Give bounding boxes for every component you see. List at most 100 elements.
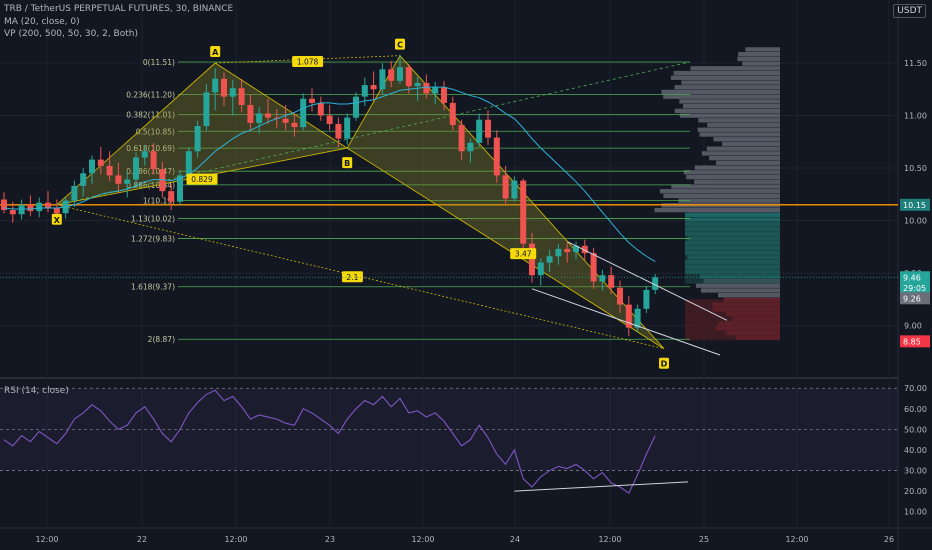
candle-body <box>529 243 535 276</box>
volume-profile-row <box>697 127 780 132</box>
price-axis-label: 10.50 <box>904 164 927 173</box>
rsi-divergence-line <box>514 481 689 492</box>
fib-level-label: 1(10.19) <box>143 197 175 206</box>
fib-level-label: 0.236(11.20) <box>126 91 175 100</box>
volume-profile-row <box>679 99 780 104</box>
candle-body <box>335 123 342 139</box>
candle-body <box>18 204 25 215</box>
volume-profile-row <box>683 170 780 175</box>
ratio-badge <box>186 173 218 185</box>
candle-body <box>520 180 527 244</box>
candle-body <box>370 85 377 90</box>
time-axis-label: 25 <box>699 535 709 544</box>
currency-badge[interactable]: USDT <box>893 4 926 18</box>
price-tag-text: 10.15 <box>903 201 926 210</box>
price-tag <box>900 292 930 305</box>
volume-profile-row <box>695 283 780 288</box>
candle-body <box>379 69 386 90</box>
candle-body <box>555 248 562 257</box>
candle-body <box>326 115 333 124</box>
candle-body <box>291 122 298 128</box>
time-axis-label: 12:00 <box>785 535 808 544</box>
pattern-leg <box>214 62 348 149</box>
ma20-line <box>3 86 656 262</box>
candle-body <box>634 308 641 328</box>
volume-profile-label[interactable]: VP (200, 500, 50, 30, 2, Both) <box>4 29 138 39</box>
volume-profile-row <box>718 293 780 298</box>
candle-body <box>1 199 7 211</box>
candle-body <box>141 151 148 158</box>
candle-body <box>625 304 632 328</box>
candle-body <box>353 96 359 118</box>
volume-profile-row <box>685 212 780 218</box>
price-axis-label: 10.00 <box>904 217 927 226</box>
candle-body <box>449 102 456 125</box>
volume-profile-row <box>679 113 780 118</box>
candle-body <box>265 113 271 118</box>
rsi-title[interactable]: RSI (14, close) <box>4 386 69 396</box>
candle-body <box>212 78 219 93</box>
pattern-point-label: C <box>397 41 403 50</box>
time-axis-label: 23 <box>325 535 335 544</box>
candle-body <box>97 159 104 166</box>
candle-body <box>476 119 483 143</box>
volume-profile-row <box>678 198 780 203</box>
rsi-axis-label: 70.00 <box>904 384 927 393</box>
pattern-point-label: D <box>661 360 668 369</box>
candle-body <box>45 202 51 208</box>
volume-profile-row <box>674 108 780 114</box>
volume-profile-row <box>659 189 780 194</box>
candle-body <box>106 165 113 176</box>
volume-profile-row <box>681 80 780 85</box>
ratio-badge <box>292 55 324 67</box>
fib-level-label: 0.5(10.85) <box>136 127 175 136</box>
pattern-point-label: A <box>212 48 219 57</box>
pattern-point-badge <box>51 213 62 225</box>
price-tag-text: 29:05 <box>903 284 926 293</box>
candle-body <box>405 67 412 87</box>
volume-profile-row <box>707 122 780 128</box>
candle-body <box>590 253 597 282</box>
fib-level-label: 2(8.87) <box>148 335 175 344</box>
pattern-point-label: X <box>54 216 61 225</box>
candle-body <box>89 159 95 174</box>
pattern-point-badge <box>659 357 669 369</box>
rsi-band <box>0 388 898 471</box>
volume-profile-row <box>700 288 780 293</box>
volume-profile-row <box>745 47 780 52</box>
volume-profile-row <box>686 174 780 180</box>
fib-level-label: 0.886(10.34) <box>126 181 175 190</box>
pattern-leg <box>346 147 665 350</box>
symbol-title: TRB / TetherUS PERPETUAL FUTURES, 30, BI… <box>4 4 234 14</box>
candle-body <box>537 262 544 276</box>
candle-body <box>414 82 421 87</box>
candle-body <box>247 105 254 123</box>
fib-level-label: 0(11.51) <box>143 58 175 67</box>
candle-body <box>643 289 650 309</box>
pattern-triangle-xab <box>56 63 348 205</box>
ratio-badge <box>510 248 537 260</box>
value-area-red-zone <box>685 299 780 341</box>
candle-body <box>150 151 157 170</box>
candle-body <box>36 202 43 212</box>
value-area-green-zone <box>685 220 780 284</box>
candle-body <box>599 275 606 282</box>
volume-profile-row <box>671 184 780 189</box>
fib-level-label: 1.13(10.02) <box>131 214 175 223</box>
rsi-axis-label: 50.00 <box>904 425 927 434</box>
candle-body <box>133 157 139 180</box>
volume-profile-row <box>694 165 780 170</box>
candle-body <box>282 118 289 123</box>
candle-body <box>511 180 518 199</box>
ma-indicator-label[interactable]: MA (20, close, 0) <box>4 17 80 27</box>
price-tag <box>900 281 930 294</box>
candle-body <box>397 67 403 81</box>
volume-profile-row <box>699 132 780 137</box>
volume-profile-row <box>694 179 780 184</box>
volume-profile-row <box>742 61 780 66</box>
fib-level-label: 0.786(10.47) <box>126 167 175 176</box>
fib-level-label: 1.618(9.37) <box>131 283 175 292</box>
candle-body <box>203 92 210 127</box>
candle-body <box>493 137 500 176</box>
